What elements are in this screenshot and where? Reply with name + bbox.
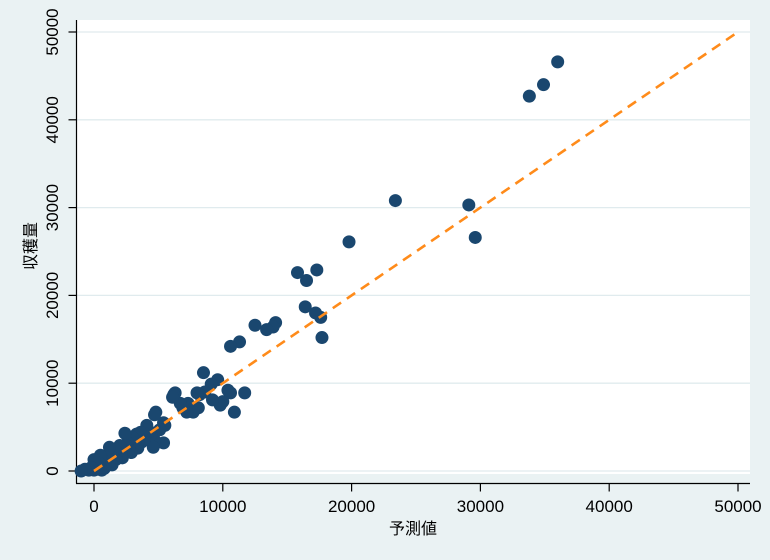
horizontal-gridlines [76,31,750,472]
data-point [468,230,482,244]
data-point [551,55,565,69]
data-point [315,331,329,345]
data-point [118,426,132,440]
data-point [190,386,204,400]
data-point [291,266,305,280]
data-point [260,323,274,337]
y-tick-label: 20000 [43,272,62,319]
data-point [238,386,252,400]
data-point [537,78,551,92]
y-tick-label: 10000 [43,360,62,407]
axis-lines [75,20,750,485]
data-point [224,339,238,353]
data-point [148,408,162,422]
y-tick-label: 50000 [43,8,62,55]
x-tick-label: 30000 [457,497,504,516]
x-tick-label: 20000 [328,497,375,516]
data-point [388,194,402,208]
tick-marks [68,31,739,492]
data-point [221,383,235,397]
x-axis-title: 予測値 [389,520,437,538]
x-tick-label: 40000 [586,497,633,516]
data-point [227,405,241,419]
x-tick-label: 10000 [199,497,246,516]
y-tick-label: 40000 [43,96,62,143]
data-point [146,440,160,454]
data-point [462,198,476,212]
data-point [342,235,356,249]
x-tick-label: 0 [89,497,98,516]
diagonal-reference-line [93,30,739,473]
data-point [298,300,312,314]
data-point [166,390,180,404]
data-point [196,366,210,380]
x-tick-label: 50000 [714,497,761,516]
y-tick-labels: 0 10000 20000 30000 40000 50000 [43,8,62,475]
y-tick-label: 0 [43,466,62,475]
scatter-points [74,55,565,478]
data-point [522,89,536,103]
y-tick-label: 30000 [43,184,62,231]
data-point [74,464,88,478]
x-tick-labels: 0 10000 20000 30000 40000 50000 [89,497,761,516]
y-axis-title: 収穫量 [22,222,40,270]
data-point [300,273,314,287]
data-point [248,318,262,332]
data-point [310,263,324,277]
